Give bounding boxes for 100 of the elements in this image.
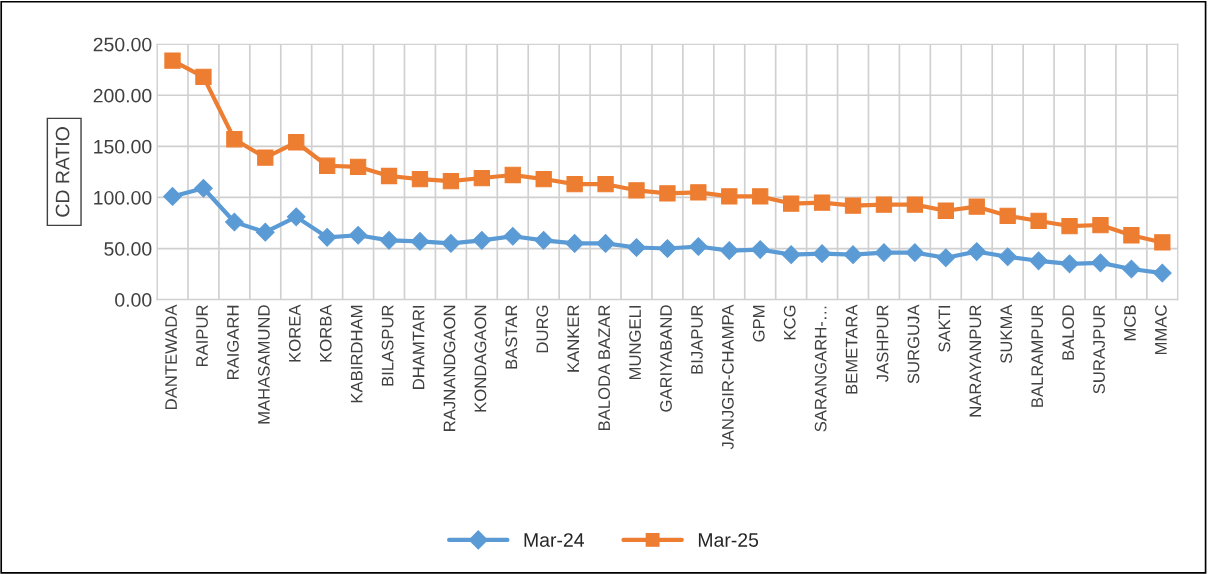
point — [844, 197, 862, 214]
point — [781, 245, 801, 265]
point — [596, 234, 615, 253]
y-axis-title: CD RATIO — [55, 127, 70, 217]
point — [998, 247, 1018, 267]
x-tick-label: MMAC — [1155, 305, 1167, 355]
x-tick-label: SURAJPUR — [1093, 305, 1105, 394]
x-tick-label: BILASPUR — [381, 305, 394, 386]
x-tick-label: KABIRDHAM — [350, 305, 363, 403]
point — [195, 68, 212, 86]
y-tick-label: 200.00 — [93, 88, 152, 103]
x-tick-label: KANKER — [567, 305, 579, 372]
point — [813, 194, 831, 211]
point — [628, 182, 645, 199]
point — [1154, 234, 1171, 251]
y-tick-label: 250.00 — [93, 37, 152, 52]
point — [688, 237, 708, 256]
point — [380, 167, 398, 185]
point — [164, 52, 181, 69]
point — [286, 207, 306, 227]
point — [566, 176, 583, 193]
y-tick-label: 0.00 — [115, 293, 152, 307]
x-tick-label: BIJAPUR — [691, 305, 703, 374]
point — [411, 170, 429, 188]
y-tick-label: 150.00 — [94, 139, 152, 154]
point — [905, 243, 925, 262]
point — [967, 242, 987, 261]
point — [999, 207, 1016, 225]
x-tick-label: SURGUJA — [907, 304, 920, 384]
point — [627, 238, 646, 257]
point — [906, 196, 924, 213]
legend-label: Mar-24 — [524, 533, 584, 547]
x-tick-label: DANTEWADA — [165, 304, 177, 409]
x-tick-label: MCB — [1124, 305, 1136, 341]
x-tick-label: KOREA — [288, 304, 301, 362]
point — [472, 231, 492, 250]
point — [750, 240, 770, 259]
point — [1122, 259, 1141, 279]
point — [812, 244, 832, 264]
x-tick-label: KORBA — [319, 304, 332, 362]
point — [194, 178, 213, 198]
point — [441, 234, 461, 253]
point — [1029, 251, 1048, 271]
x-tick-label: JANJGIR-CHAMPA — [721, 304, 734, 450]
x-tick-label: RAJNANDGAON — [443, 305, 456, 431]
point — [379, 231, 399, 250]
point — [288, 134, 305, 151]
point — [226, 131, 243, 148]
point — [565, 234, 584, 253]
x-tick-label: BEMETARA — [845, 304, 858, 394]
point — [1061, 217, 1078, 235]
point — [257, 149, 274, 166]
point — [535, 170, 552, 188]
x-tick-label: MAHASAMUND — [257, 305, 270, 424]
point — [1060, 254, 1079, 274]
point — [1092, 216, 1109, 234]
x-tick-label: GARIYABAND — [660, 305, 672, 412]
point — [348, 225, 368, 245]
y-tick-label: 100.00 — [94, 190, 152, 205]
x-tick-label: RAIPUR — [196, 305, 208, 367]
legend-label: Mar-25 — [698, 533, 759, 547]
point — [874, 243, 894, 262]
point — [473, 169, 490, 187]
point — [937, 202, 954, 219]
point — [968, 198, 985, 215]
x-tick-label: SUKMA — [1000, 304, 1013, 363]
x-tick-label: BALRAMPUR — [1031, 305, 1044, 407]
x-tick-label: DURG — [536, 305, 549, 353]
point — [442, 172, 460, 190]
point — [349, 158, 367, 175]
x-tick-label: KONDAGAON — [474, 305, 487, 412]
point — [1152, 263, 1172, 283]
point — [255, 222, 275, 242]
x-tick-label: BASTAR — [505, 305, 518, 369]
x-tick-label: SAKTI — [938, 306, 951, 352]
x-tick-label: BALOD — [1062, 305, 1075, 360]
point — [1123, 227, 1140, 244]
point — [534, 231, 554, 250]
x-tick-label: DHAMTARI — [412, 306, 425, 389]
x-tick-label: JASHPUR — [876, 305, 889, 383]
point — [843, 245, 863, 265]
point — [659, 185, 676, 202]
point — [1091, 253, 1110, 273]
point — [597, 176, 614, 193]
point — [319, 157, 336, 174]
point — [504, 166, 521, 184]
point — [752, 188, 769, 205]
x-tick-label: NARAYANPUR — [969, 305, 982, 417]
point — [410, 232, 430, 251]
x-tick-label: GPM — [752, 305, 765, 342]
x-tick-label: KCG — [783, 305, 796, 340]
x-tick-label: BALODA BAZAR — [598, 305, 611, 431]
point — [163, 187, 182, 206]
point — [875, 196, 893, 213]
point — [690, 184, 707, 201]
point — [317, 227, 337, 247]
point — [658, 239, 677, 258]
x-tick-label: RAIGARH — [227, 305, 239, 380]
point — [225, 212, 244, 232]
x-tick-label: MUNGELI — [629, 306, 641, 380]
